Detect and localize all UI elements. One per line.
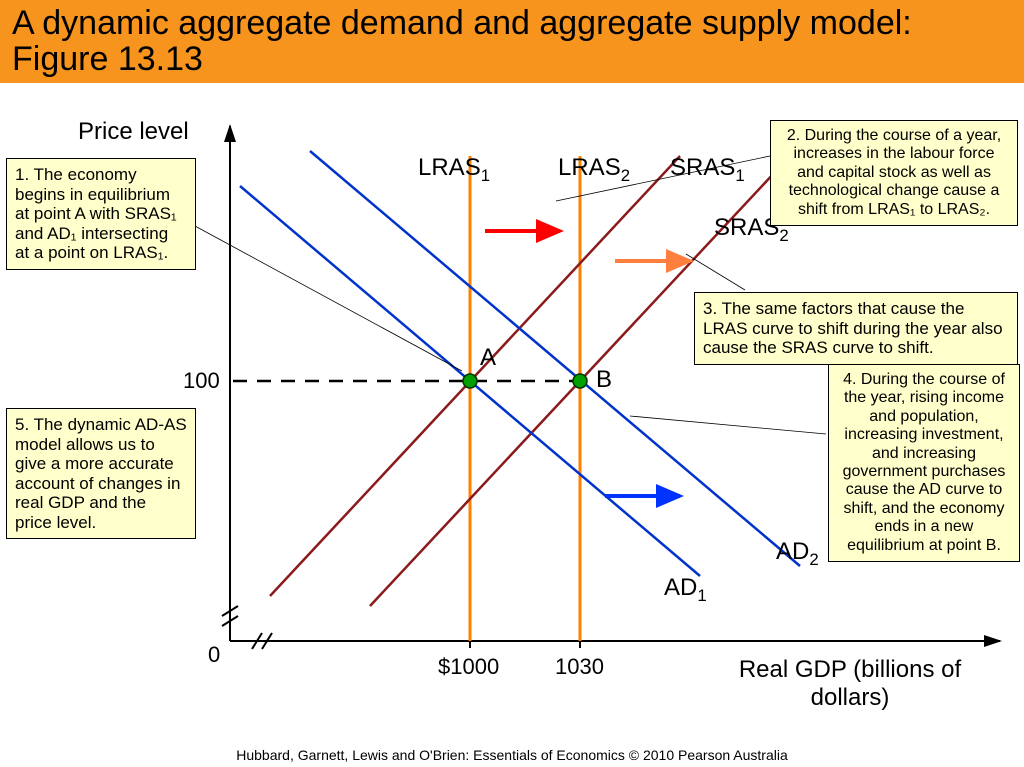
title-bar: A dynamic aggregate demand and aggregate…	[0, 0, 1024, 83]
lras2-label: LRAS2	[558, 154, 630, 186]
ad1-label: AD1	[664, 574, 707, 606]
page-title: A dynamic aggregate demand and aggregate…	[12, 4, 912, 78]
point-a	[463, 374, 477, 388]
note-5: 5. The dynamic AD-AS model allows us to …	[6, 408, 196, 539]
citation: Hubbard, Garnett, Lewis and O'Brien: Ess…	[0, 747, 1024, 763]
x-tick-1030: 1030	[555, 654, 604, 680]
callout-1	[195, 226, 462, 371]
lras1-label: LRAS1	[418, 154, 490, 186]
origin-label: 0	[208, 642, 220, 668]
point-b-label: B	[596, 366, 612, 394]
note-1: 1. The economy begins in equilibrium at …	[6, 158, 196, 270]
sras1-label: SRAS1	[670, 154, 745, 186]
x-tick-1000: $1000	[438, 654, 499, 680]
chart-area: Price level Real GDP (billions of dollar…	[0, 96, 1024, 736]
point-a-label: A	[480, 344, 496, 372]
note-3: 3. The same factors that cause the LRAS …	[694, 292, 1018, 365]
y-axis-label: Price level	[78, 118, 189, 146]
x-axis-label: Real GDP (billions of dollars)	[720, 656, 980, 712]
note-2: 2. During the course of a year, increase…	[770, 120, 1018, 226]
callout-3	[686, 254, 745, 290]
y-tick-100: 100	[183, 368, 220, 394]
note-4: 4. During the course of the year, rising…	[828, 364, 1020, 562]
callout-4	[630, 416, 826, 434]
ad2-label: AD2	[776, 538, 819, 570]
point-b	[573, 374, 587, 388]
